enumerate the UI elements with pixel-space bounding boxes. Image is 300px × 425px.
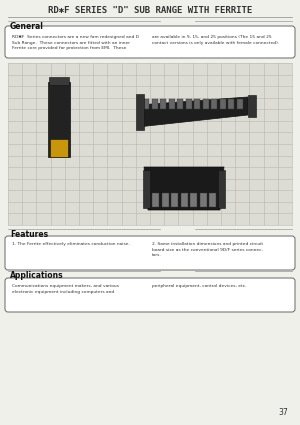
Bar	[177, 99, 183, 109]
Bar	[218, 170, 225, 208]
Text: 37: 37	[278, 408, 288, 417]
Text: 2. Same installation dimensions and printed circuit
board size as the convention: 2. Same installation dimensions and prin…	[152, 242, 263, 257]
Bar	[169, 99, 175, 109]
Text: peripheral equipment, control devices, etc.: peripheral equipment, control devices, e…	[152, 284, 247, 288]
Bar	[248, 95, 256, 117]
Bar	[211, 99, 217, 109]
Bar	[209, 193, 216, 207]
Text: 1. The Ferrite effectively eliminates conduction noise.: 1. The Ferrite effectively eliminates co…	[12, 242, 130, 246]
FancyBboxPatch shape	[5, 236, 295, 270]
Bar	[202, 99, 208, 109]
Bar	[136, 94, 144, 130]
Bar	[50, 139, 68, 157]
Bar	[190, 193, 197, 207]
Text: RD✱F  Series connectors are a new fam redesigned and D
Sub Range.  These connect: RD✱F Series connectors are a new fam red…	[12, 35, 139, 50]
FancyBboxPatch shape	[5, 278, 295, 312]
Text: Features: Features	[10, 230, 48, 238]
Bar	[171, 193, 178, 207]
Bar	[160, 99, 166, 109]
Bar	[143, 99, 149, 109]
Bar	[143, 170, 150, 208]
Bar	[194, 99, 200, 109]
Bar	[236, 99, 242, 109]
Text: Communications equipment makers, and various
electronic equipment including comp: Communications equipment makers, and var…	[12, 284, 119, 294]
Bar	[152, 99, 158, 109]
Bar	[181, 193, 188, 207]
Bar	[220, 99, 226, 109]
Bar	[8, 63, 292, 225]
Bar	[48, 82, 70, 157]
Text: General: General	[10, 22, 44, 31]
Text: Applications: Applications	[10, 272, 64, 280]
FancyBboxPatch shape	[5, 26, 295, 58]
Text: RD✱F SERIES "D" SUB RANGE WITH FERRITE: RD✱F SERIES "D" SUB RANGE WITH FERRITE	[48, 6, 252, 14]
Bar	[49, 77, 69, 85]
Bar	[200, 193, 206, 207]
Polygon shape	[138, 97, 248, 127]
Bar	[161, 193, 169, 207]
Text: are available in 9, 15, and 25 positions (The 15 and 25
contact versions is only: are available in 9, 15, and 25 positions…	[152, 35, 279, 45]
Polygon shape	[144, 167, 224, 210]
Bar	[185, 99, 191, 109]
Bar	[152, 193, 159, 207]
Bar	[228, 99, 234, 109]
